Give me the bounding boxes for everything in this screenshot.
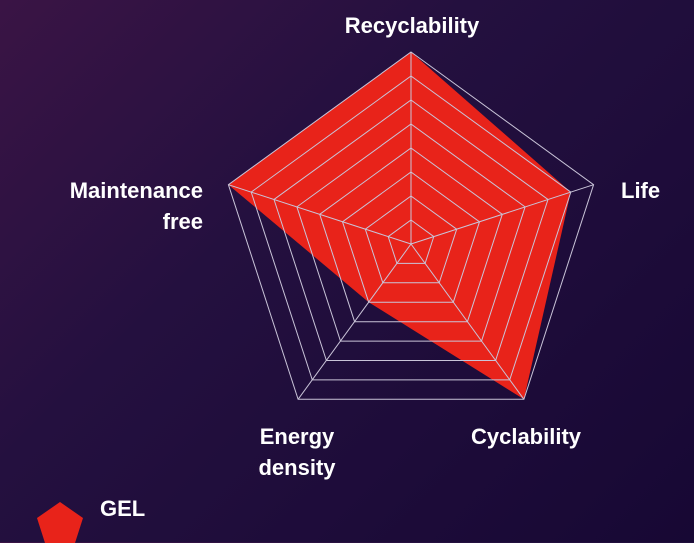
axis-label-cyclability: Cyclability bbox=[470, 424, 582, 449]
grid-ring-2 bbox=[364, 195, 458, 284]
grid-spoke-4 bbox=[228, 184, 412, 245]
axis-label-energy-density: Energy density bbox=[258, 424, 336, 480]
legend-swatch-pentagon-icon bbox=[37, 502, 83, 543]
grid-ring-8 bbox=[227, 51, 595, 400]
grid-ring-5 bbox=[296, 123, 526, 342]
grid-ring-7 bbox=[250, 75, 572, 381]
axis-label-life: Life bbox=[621, 178, 661, 203]
legend-label-gel: GEL bbox=[100, 496, 146, 521]
series-area-gel bbox=[228, 52, 571, 400]
grid-ring-3 bbox=[341, 171, 481, 303]
legend: GEL bbox=[35, 496, 235, 543]
grid-spoke-1 bbox=[410, 184, 594, 245]
axis-label-maintenance-free: Maintenance free bbox=[69, 178, 203, 234]
grid-ring-6 bbox=[273, 99, 549, 361]
grid-spoke-3 bbox=[297, 243, 412, 400]
grid-ring-1 bbox=[387, 219, 435, 264]
grid-ring-4 bbox=[319, 147, 503, 323]
axis-label-recyclability: Recyclability bbox=[344, 13, 480, 38]
grid-spoke-2 bbox=[410, 243, 525, 400]
